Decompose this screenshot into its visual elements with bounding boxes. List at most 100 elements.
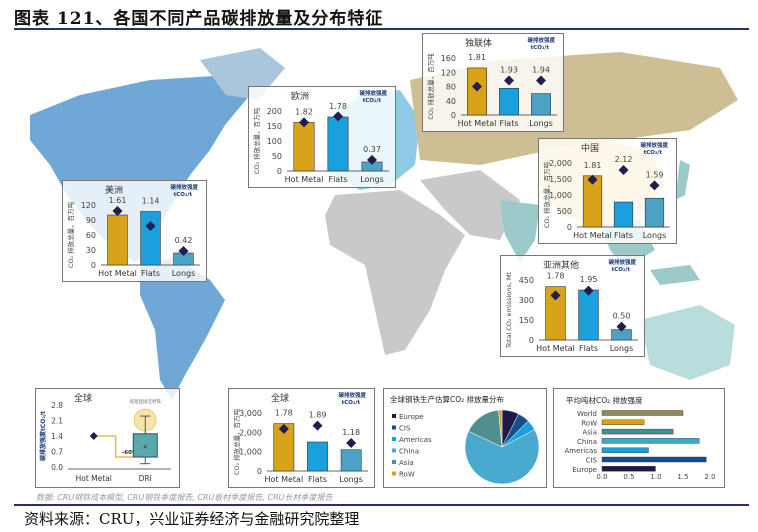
bar-flats (613, 201, 634, 228)
x-tick-label: Hot Metal (536, 344, 575, 353)
panel-intensity-hbar: 平均吨材CO₂ 排放强度 World RoW Asia China Americas CIS… (553, 388, 725, 488)
map-japan (675, 160, 690, 200)
y-tick-label: 60 (86, 231, 96, 240)
dri-annotation: 煤基直接还原铁 (130, 398, 162, 405)
mean-marker: × (142, 443, 148, 451)
intensity-label: 1.78 (329, 102, 347, 111)
panel-asia-other: 亚洲其他 碳排放强度 tCO₂/t Total CO₂ emissions, Mt 0 1… (500, 255, 645, 357)
y-axis-label: CO₂ 排放总量，百万吨 (66, 201, 75, 268)
y-tick-label: 40 (446, 97, 456, 106)
x-tick-label: Longs (172, 269, 196, 278)
intensity-label: 1.61 (109, 196, 127, 205)
intensity-label: 1.81 (584, 161, 602, 170)
y-tick-label: 0 (451, 111, 456, 120)
y-axis-label: CO₂ 排放总量，百万吨 (542, 161, 551, 228)
bar-flats (140, 211, 161, 266)
title-rule (14, 28, 749, 30)
y-axis-label: CO₂ 排放总量，百万吨 (232, 408, 241, 475)
dri-box (132, 433, 158, 458)
intensity-marker (649, 180, 660, 191)
y-tick-label: 100 (267, 137, 282, 146)
x-tick-label: Hot Metal (285, 175, 324, 184)
legend-swatch (392, 437, 396, 441)
bar-longs (340, 449, 362, 472)
intensity-marker (312, 420, 323, 431)
hot-metal-marker (89, 432, 98, 440)
x-tick-label: Flats (141, 269, 160, 278)
x-tick-label: 0.5 (623, 473, 634, 481)
map-india (500, 200, 540, 262)
x-tick-label: Longs (610, 344, 634, 353)
y-tick-label: 3,000 (239, 409, 262, 418)
y-tick-label: 90 (86, 216, 96, 225)
x-tick-label: Flats (308, 475, 327, 484)
map-africa (325, 190, 465, 355)
intensity-label: 1.59 (646, 170, 664, 179)
source-rule (14, 504, 749, 506)
hbar-row (601, 419, 645, 425)
intensity-marker (367, 154, 377, 165)
intensity-marker (587, 174, 598, 185)
y-tick-label: 0 (277, 167, 282, 176)
y-tick-label: 1.4 (51, 432, 63, 441)
legend-label: Asia (399, 459, 414, 467)
reduction-label: -60% (122, 450, 138, 456)
y-tick-label: 150 (519, 316, 534, 325)
y-axis-label: 碳排放强度tCO₂/t (39, 411, 47, 461)
intensity-label: 1.78 (275, 409, 293, 418)
chart-title: 欧洲 (291, 90, 309, 102)
x-tick-label: 2.0 (704, 473, 715, 481)
bar-hot-metal (293, 122, 315, 172)
intensity-marker (299, 117, 309, 128)
x-tick-label: Longs (529, 119, 553, 128)
x-tick-label: Flats (328, 175, 347, 184)
chart-title: 全球钢铁生产估算CO₂ 排放量分布 (390, 394, 505, 404)
hbar-world (601, 410, 684, 416)
legend-label: CIS (399, 425, 411, 433)
panel-europe: 欧洲 碳排放强度 tCO₂/t CO₂ 排放总量，百万吨 0 50 100 150 200 1.8… (248, 86, 396, 188)
x-tick-label: Longs (339, 475, 363, 484)
panel-china: 中国 碳排放强度 tCO₂/t CO₂ 排放总量，百万吨 0 500 1,000 1,500 2… (538, 138, 677, 244)
bar-hot-metal (107, 214, 128, 266)
y-tick-label: 1,000 (239, 448, 262, 457)
y-tick-label: 2.8 (51, 401, 63, 410)
x-tick-label: Longs (360, 175, 384, 184)
chart-cis: 独联体 碳排放强度tCO₂/t CO₂ 排放总量，百万吨 0 40 80 120 160 1.8… (426, 36, 557, 128)
legend-label: RoW (399, 471, 415, 479)
chart-asia_other: 亚洲其他 碳排放强度tCO₂/t Total CO₂ emissions, Mt 0 1… (505, 258, 638, 353)
map-australia (640, 305, 735, 380)
legend-swatch (392, 471, 396, 476)
y-tick-label: 0 (567, 223, 572, 232)
bar-hot-metal (273, 423, 295, 472)
intensity-marker (536, 75, 546, 86)
intensity-unit: tCO₂/t (363, 98, 382, 104)
legend-swatch (392, 414, 396, 418)
intensity-marker (616, 321, 627, 332)
y-tick-label: 0 (529, 336, 534, 345)
intensity-note: 碳排放强度 (527, 36, 555, 44)
intensity-marker (472, 81, 482, 92)
intensity-marker (583, 285, 594, 296)
category-label: Americas (564, 447, 597, 455)
x-tick-label: Longs (643, 231, 667, 240)
category-label: RoW (581, 419, 597, 427)
intensity-label: 2.12 (615, 155, 633, 164)
bar-longs (531, 93, 551, 116)
legend-swatch (392, 448, 396, 453)
bar-hot-metal (545, 286, 566, 341)
bar-flats (307, 441, 328, 472)
panel-global-dri: 全球 碳排放强度tCO₂/t 0.0 0.7 1.4 2.1 2.8 煤基直接还原铁 -60% ×… (35, 388, 180, 488)
intensity-label: 1.78 (547, 272, 565, 281)
category-label: China (577, 438, 597, 446)
intensity-unit: tCO₂/t (531, 45, 550, 51)
intensity-label: 1.89 (309, 411, 327, 420)
intensity-label: 1.94 (532, 65, 550, 74)
map-south-america (140, 258, 225, 400)
chart-title: 中国 (581, 142, 599, 154)
intensity-unit: tCO₂/t (342, 400, 361, 406)
intensity-label: 0.42 (175, 236, 193, 245)
y-axis-label: CO₂ 排放总量，百万吨 (252, 107, 261, 174)
hbar-china (601, 438, 700, 444)
chart-title: 平均吨材CO₂ 排放强度 (566, 395, 643, 405)
